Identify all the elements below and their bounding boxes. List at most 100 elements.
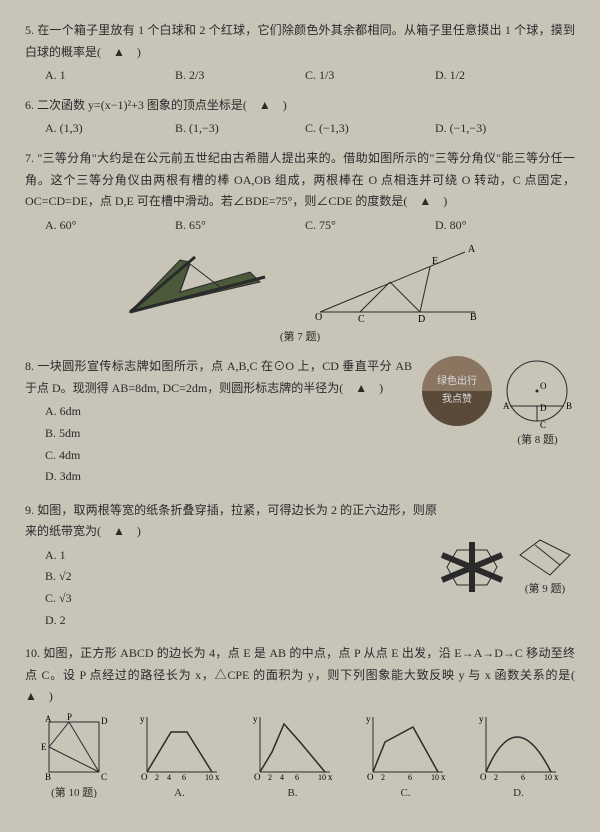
q7-options: A. 60° B. 65° C. 75° D. 80° <box>45 215 575 237</box>
q5-text: 5. 在一个箱子里放有 1 个白球和 2 个红球，它们除颜色外其余都相同。从箱子… <box>25 20 575 63</box>
q9-options: A. 1 B. √2 C. √3 D. 2 <box>45 545 437 631</box>
q10-graph-a: Oxy 24610 A. <box>137 712 222 804</box>
svg-text:O: O <box>480 772 487 782</box>
svg-text:6: 6 <box>408 773 412 782</box>
q7-opt-a: A. 60° <box>45 215 165 237</box>
q10-graph-b: Ox y 24 6 10 B. <box>250 712 335 804</box>
svg-text:A: A <box>468 244 476 255</box>
question-8: 8. 一块圆形宣传标志牌如图所示，点 A,B,C 在⊙O 上，CD 垂直平分 A… <box>25 356 575 492</box>
svg-text:O: O <box>315 312 322 322</box>
svg-text:x: x <box>441 772 446 782</box>
q8-fig-label: (第 8 题) <box>500 431 575 451</box>
svg-text:2: 2 <box>268 773 272 782</box>
svg-text:4: 4 <box>280 773 284 782</box>
svg-text:2: 2 <box>155 773 159 782</box>
q9-text: 9. 如图，取两根等宽的纸条折叠穿插，拉紧，可得边长为 2 的正六边形，则原来的… <box>25 500 437 543</box>
question-9: 9. 如图，取两根等宽的纸条折叠穿插，拉紧，可得边长为 2 的正六边形，则原来的… <box>25 500 575 636</box>
svg-text:10: 10 <box>431 773 439 782</box>
svg-text:4: 4 <box>167 773 171 782</box>
svg-text:O: O <box>141 772 148 782</box>
question-10: 10. 如图，正方形 ABCD 的边长为 4，点 E 是 AB 的中点，点 P … <box>25 643 575 804</box>
q9-opt-d: D. 2 <box>45 610 233 632</box>
q10-text: 10. 如图，正方形 ABCD 的边长为 4，点 E 是 AB 的中点，点 P … <box>25 643 575 708</box>
svg-text:O: O <box>540 381 547 391</box>
svg-text:6: 6 <box>521 773 525 782</box>
svg-text:B: B <box>566 401 572 411</box>
q5-opt-c: C. 1/3 <box>305 65 425 87</box>
svg-text:10: 10 <box>205 773 213 782</box>
q6-opt-c: C. (−1,3) <box>305 118 425 140</box>
badge-line2: 我点赞 <box>442 391 472 409</box>
paper-strip-figure <box>515 535 575 580</box>
q9-fig-label: (第 9 题) <box>515 580 575 600</box>
q7-opt-c: C. 75° <box>305 215 425 237</box>
svg-text:x: x <box>328 772 333 782</box>
q9-opt-b: B. √2 <box>45 566 233 588</box>
svg-text:2: 2 <box>494 773 498 782</box>
q8-figures: 绿色出行 我点赞 O A B D C (第 8 题) <box>422 356 575 492</box>
question-7: 7. "三等分角"大约是在公元前五世纪由古希腊人提出来的。借助如图所示的"三等分… <box>25 148 575 348</box>
q5-opt-b: B. 2/3 <box>175 65 295 87</box>
q10-label-d: D. <box>476 784 561 804</box>
svg-text:O: O <box>367 772 374 782</box>
woven-hexagon-figure <box>437 540 507 595</box>
q6-opt-a: A. (1,3) <box>45 118 165 140</box>
svg-text:C: C <box>358 314 365 322</box>
q8-options: A. 6dm B. 5dm C. 4dm D. 3dm <box>45 401 412 487</box>
q10-fig-label: (第 10 题) <box>39 784 109 804</box>
svg-text:B: B <box>45 772 51 782</box>
q10-label-a: A. <box>137 784 222 804</box>
svg-text:E: E <box>432 256 438 267</box>
q10-square-figure: APD E BC (第 10 题) <box>39 712 109 804</box>
question-6: 6. 二次函数 y=(x−1)²+3 图象的顶点坐标是( ▲ ) A. (1,3… <box>25 95 575 140</box>
question-5: 5. 在一个箱子里放有 1 个白球和 2 个红球，它们除颜色外其余都相同。从箱子… <box>25 20 575 87</box>
q9-opt-c: C. √3 <box>45 588 233 610</box>
q7-opt-b: B. 65° <box>175 215 295 237</box>
q10-graph-c: Ox y 2 6 10 C. <box>363 712 448 804</box>
svg-text:C: C <box>540 420 546 430</box>
q10-label-c: C. <box>363 784 448 804</box>
badge-icon: 绿色出行 我点赞 <box>422 356 492 426</box>
q8-opt-b: B. 5dm <box>45 423 221 445</box>
trisector-tool-figure <box>120 242 270 322</box>
q8-opt-c: C. 4dm <box>45 445 221 467</box>
q6-text: 6. 二次函数 y=(x−1)²+3 图象的顶点坐标是( ▲ ) <box>25 95 575 117</box>
svg-text:x: x <box>554 772 559 782</box>
q10-label-b: B. <box>250 784 335 804</box>
q7-fig-label: (第 7 题) <box>25 328 575 348</box>
q10-graph-d: Ox y 2 6 10 D. <box>476 712 561 804</box>
svg-text:6: 6 <box>295 773 299 782</box>
q5-opt-d: D. 1/2 <box>435 65 555 87</box>
svg-text:10: 10 <box>544 773 552 782</box>
svg-text:y: y <box>140 714 145 724</box>
svg-text:E: E <box>41 742 47 752</box>
q5-options: A. 1 B. 2/3 C. 1/3 D. 1/2 <box>45 65 575 87</box>
svg-text:10: 10 <box>318 773 326 782</box>
svg-text:C: C <box>101 772 107 782</box>
q8-opt-a: A. 6dm <box>45 401 221 423</box>
q7-text: 7. "三等分角"大约是在公元前五世纪由古希腊人提出来的。借助如图所示的"三等分… <box>25 148 575 213</box>
q5-opt-a: A. 1 <box>45 65 165 87</box>
svg-text:D: D <box>101 716 108 726</box>
svg-text:y: y <box>479 714 484 724</box>
svg-text:D: D <box>418 314 425 322</box>
q6-opt-b: B. (1,−3) <box>175 118 295 140</box>
q8-opt-d: D. 3dm <box>45 466 221 488</box>
q6-options: A. (1,3) B. (1,−3) C. (−1,3) D. (−1,−3) <box>45 118 575 140</box>
badge-line1: 绿色出行 <box>437 373 477 391</box>
svg-text:y: y <box>366 714 371 724</box>
q8-text: 8. 一块圆形宣传标志牌如图所示，点 A,B,C 在⊙O 上，CD 垂直平分 A… <box>25 356 412 399</box>
svg-text:O: O <box>254 772 261 782</box>
q7-figures: O B A C D E <box>25 242 575 322</box>
svg-text:D: D <box>540 403 547 413</box>
svg-text:6: 6 <box>182 773 186 782</box>
svg-text:A: A <box>503 401 510 411</box>
q6-opt-d: D. (−1,−3) <box>435 118 555 140</box>
svg-text:P: P <box>67 712 72 722</box>
q9-figures: (第 9 题) <box>437 500 575 636</box>
q9-opt-a: A. 1 <box>45 545 233 567</box>
circle-geometry-figure: O A B D C <box>500 356 575 431</box>
svg-text:2: 2 <box>381 773 385 782</box>
svg-text:B: B <box>470 312 477 322</box>
svg-text:y: y <box>253 714 258 724</box>
